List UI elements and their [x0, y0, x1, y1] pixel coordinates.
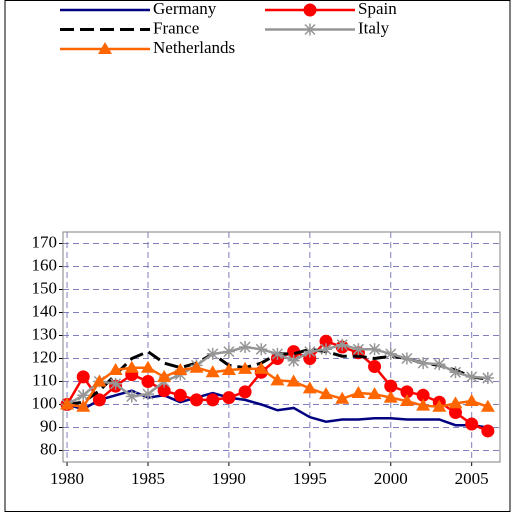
- marker: [384, 347, 397, 360]
- y-tick-label: 170: [32, 232, 58, 251]
- marker: [303, 345, 316, 358]
- marker: [465, 417, 479, 431]
- marker: [190, 393, 204, 407]
- plot-area: [62, 231, 501, 463]
- marker: [287, 354, 300, 367]
- marker: [239, 341, 252, 353]
- marker: [141, 375, 155, 388]
- marker: [222, 345, 235, 358]
- marker: [417, 357, 430, 370]
- x-tick-label: 2000: [374, 469, 408, 488]
- chart-frame: [4, 0, 511, 512]
- marker: [464, 394, 479, 407]
- marker: [448, 396, 463, 409]
- marker: [92, 374, 107, 387]
- marker: [416, 398, 431, 411]
- marker: [465, 370, 478, 383]
- marker: [270, 373, 285, 386]
- marker: [335, 391, 350, 404]
- marker: [238, 361, 253, 374]
- y-tick-label: 160: [32, 255, 58, 274]
- marker: [173, 363, 188, 375]
- series-line: [66, 389, 489, 429]
- y-tick-label: 90: [40, 416, 57, 435]
- marker: [368, 360, 382, 374]
- marker: [286, 374, 301, 387]
- y-tick-label: 120: [32, 347, 58, 366]
- marker: [125, 390, 138, 403]
- marker: [400, 352, 413, 365]
- marker: [367, 387, 382, 400]
- marker: [449, 366, 462, 379]
- y-tick-label: 80: [40, 439, 57, 458]
- x-tick-label: 1980: [50, 469, 84, 488]
- x-tick-label: 1985: [131, 469, 165, 488]
- marker: [254, 361, 269, 374]
- y-tick-label: 150: [32, 278, 58, 297]
- marker: [206, 393, 220, 407]
- marker: [60, 397, 75, 410]
- marker: [222, 391, 236, 405]
- marker: [77, 389, 90, 402]
- x-tick-label: 2005: [455, 469, 489, 488]
- marker: [302, 381, 317, 394]
- x-tick-label: 1990: [212, 469, 246, 488]
- marker: [238, 385, 252, 399]
- legend-label: France: [153, 18, 199, 37]
- marker: [399, 394, 414, 407]
- legend-label: Spain: [358, 0, 397, 18]
- y-tick-label: 130: [32, 324, 58, 343]
- y-tick-label: 100: [32, 393, 58, 412]
- legend-label: Netherlands: [153, 38, 235, 57]
- marker: [76, 370, 90, 384]
- marker: [480, 399, 495, 412]
- legend-marker: [303, 3, 317, 17]
- marker: [76, 399, 91, 412]
- marker: [336, 338, 349, 351]
- marker: [271, 347, 284, 360]
- marker: [368, 343, 381, 356]
- marker: [92, 393, 106, 407]
- y-tick-label: 110: [32, 370, 57, 389]
- marker: [108, 363, 123, 375]
- marker: [141, 388, 154, 401]
- marker: [352, 343, 365, 356]
- marker: [109, 377, 122, 390]
- marker: [481, 372, 494, 385]
- x-tick-label: 1995: [293, 469, 327, 488]
- marker: [351, 386, 366, 398]
- legend-label: Germany: [153, 0, 217, 18]
- marker: [189, 360, 204, 373]
- marker: [140, 360, 155, 373]
- marker: [255, 343, 268, 356]
- marker: [481, 424, 495, 438]
- marker: [205, 365, 220, 378]
- marker: [319, 387, 334, 400]
- legend-marker: [304, 23, 316, 36]
- marker: [320, 343, 333, 356]
- marker: [432, 399, 447, 412]
- marker: [157, 369, 172, 382]
- legend-label: Italy: [358, 18, 390, 37]
- marker: [383, 390, 398, 403]
- marker: [221, 363, 236, 375]
- marker: [433, 358, 446, 371]
- marker: [206, 347, 219, 360]
- marker: [124, 360, 139, 373]
- marker: [384, 379, 398, 393]
- marker: [173, 388, 187, 402]
- y-tick-label: 140: [32, 301, 58, 320]
- legend-marker: [98, 42, 112, 54]
